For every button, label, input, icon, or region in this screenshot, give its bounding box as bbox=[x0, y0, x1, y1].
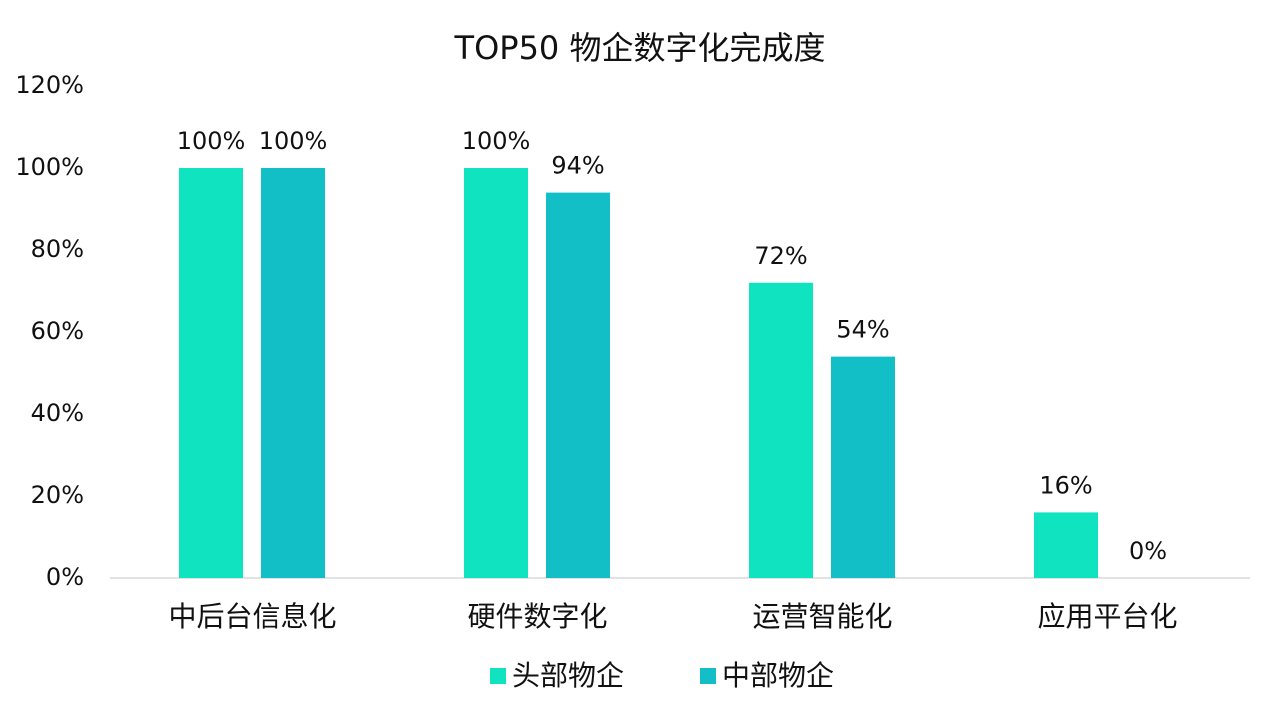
y-tick-label: 80% bbox=[31, 235, 84, 263]
legend-label: 中部物企 bbox=[722, 659, 834, 692]
data-label: 100% bbox=[177, 127, 246, 155]
y-tick-label: 100% bbox=[15, 153, 84, 181]
y-tick-label: 120% bbox=[15, 71, 84, 99]
data-label: 100% bbox=[462, 127, 531, 155]
legend-swatch bbox=[490, 668, 506, 684]
bar bbox=[179, 168, 243, 578]
x-tick-label: 硬件数字化 bbox=[467, 600, 607, 633]
data-label: 0% bbox=[1129, 537, 1167, 565]
data-label: 100% bbox=[259, 127, 328, 155]
data-label: 72% bbox=[754, 242, 807, 270]
x-tick-label: 中后台信息化 bbox=[168, 600, 336, 633]
chart-title: TOP50 物企数字化完成度 bbox=[454, 29, 826, 67]
bar bbox=[464, 168, 528, 578]
bar bbox=[546, 192, 610, 578]
bar bbox=[749, 282, 813, 578]
y-tick-label: 20% bbox=[31, 481, 84, 509]
legend-swatch bbox=[700, 668, 716, 684]
y-tick-label: 40% bbox=[31, 399, 84, 427]
y-tick-label: 0% bbox=[46, 563, 84, 591]
data-label: 16% bbox=[1039, 471, 1092, 499]
data-label: 94% bbox=[551, 152, 604, 180]
bar bbox=[831, 356, 895, 578]
legend-label: 头部物企 bbox=[512, 659, 624, 692]
bar bbox=[261, 168, 325, 578]
bar bbox=[1034, 512, 1098, 578]
data-label: 54% bbox=[836, 316, 889, 344]
x-tick-label: 运营智能化 bbox=[752, 600, 892, 633]
y-tick-label: 60% bbox=[31, 317, 84, 345]
x-tick-label: 应用平台化 bbox=[1037, 600, 1177, 633]
